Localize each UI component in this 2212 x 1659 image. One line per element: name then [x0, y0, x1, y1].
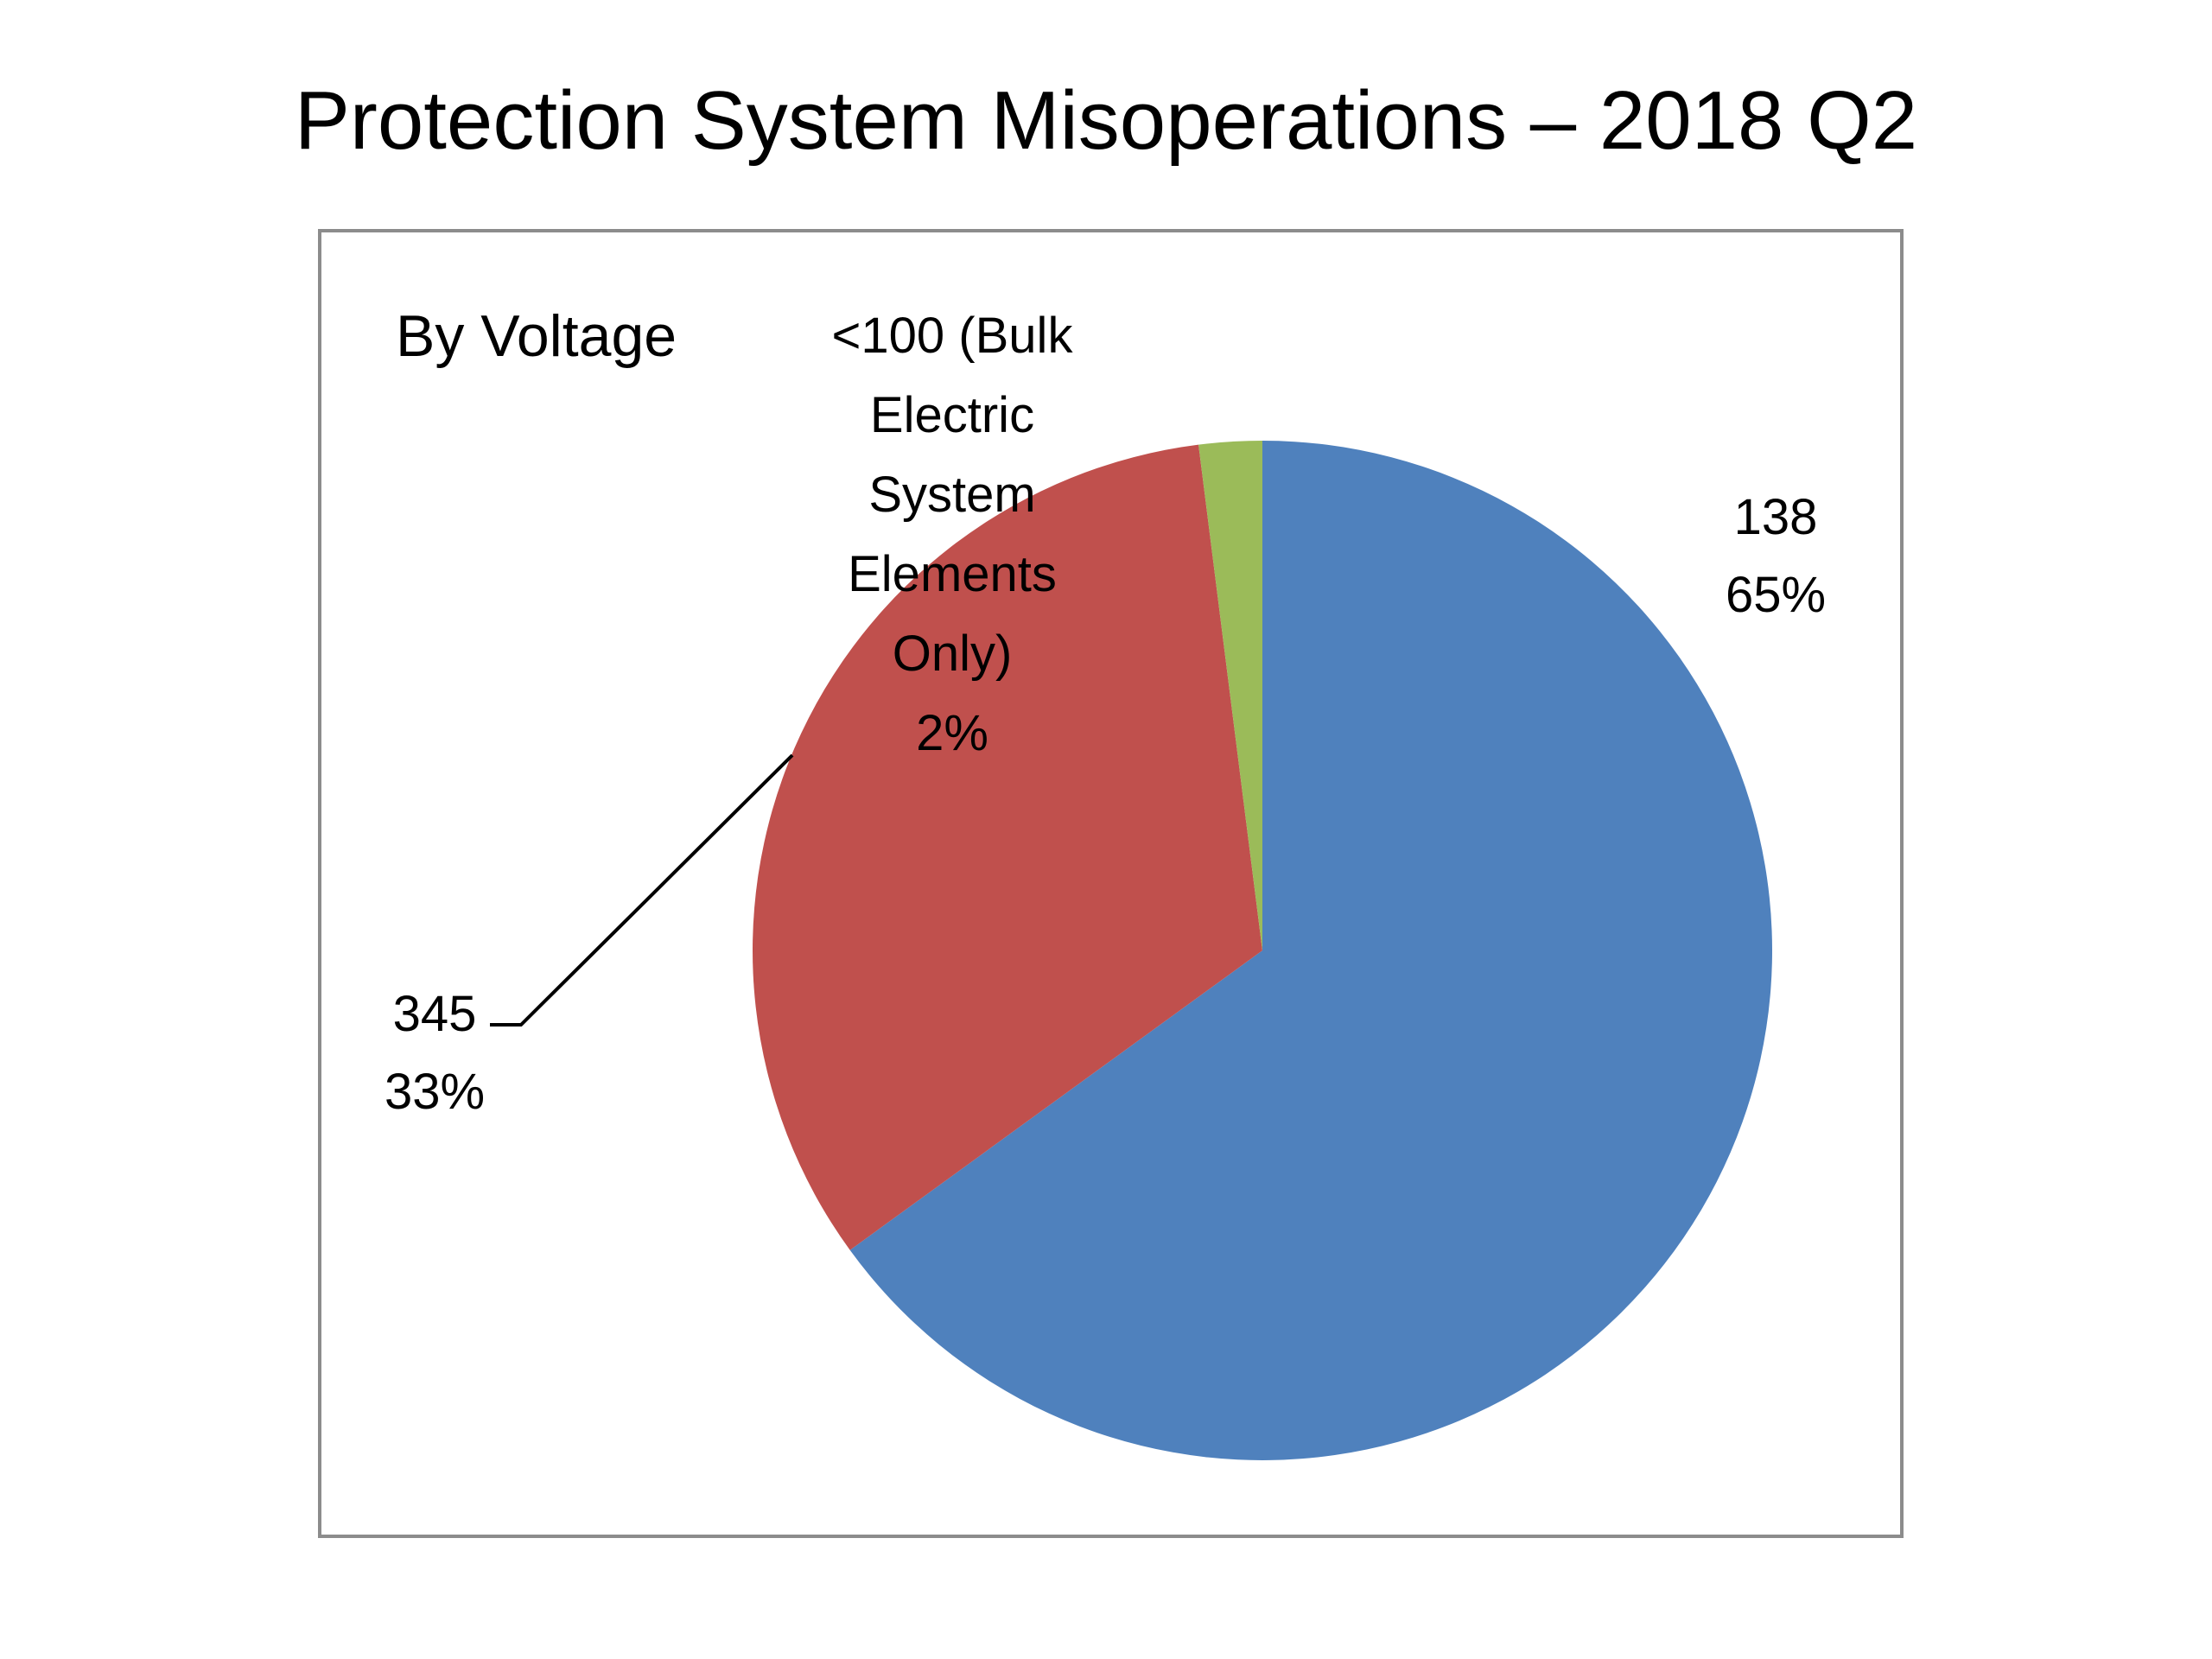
- label-under-100: <100 (Bulk Electric System Elements Only) 2%: [832, 308, 1074, 761]
- label-138-line: 65%: [1726, 567, 1826, 623]
- slice-345: [753, 444, 1262, 1250]
- label-under-100-line: Only): [893, 626, 1013, 682]
- data-labels: 138 65%345 33%<100 (Bulk Electric System Elem…: [385, 308, 1826, 1120]
- label-under-100-line: Elements: [848, 546, 1057, 602]
- chart-title: By Voltage: [396, 303, 677, 369]
- slice-under-100: [1198, 441, 1262, 950]
- leader-line-345: [490, 753, 794, 1027]
- label-345-line: 345: [393, 986, 477, 1042]
- label-under-100-line: Electric: [870, 387, 1034, 443]
- label-under-100-line: <100 (Bulk: [832, 308, 1074, 364]
- slide-title: Protection System Misoperations – 2018 Q…: [294, 74, 1918, 167]
- slice-138: [849, 441, 1773, 1461]
- label-under-100-line: System: [868, 467, 1035, 523]
- label-345: 345 33%: [385, 986, 485, 1120]
- label-under-100-line: 2%: [916, 705, 988, 761]
- label-138: 138 65%: [1726, 489, 1826, 623]
- pie-slices: [753, 441, 1773, 1461]
- label-138-line: 138: [1734, 489, 1818, 545]
- label-345-line: 33%: [385, 1064, 485, 1120]
